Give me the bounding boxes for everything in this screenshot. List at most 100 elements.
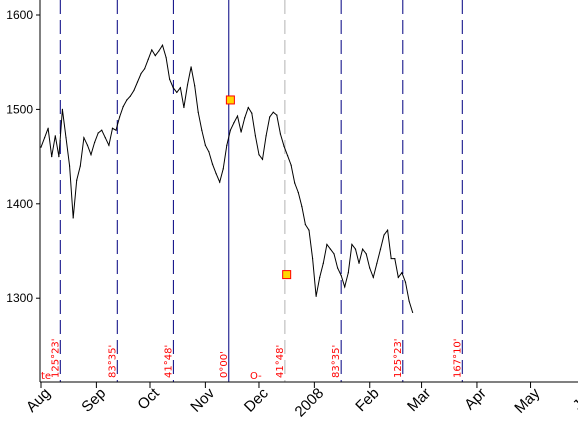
price-point [111,127,114,129]
price-point [383,234,385,236]
price-point [90,154,92,156]
price-point [190,66,192,68]
price-point [340,274,342,277]
price-point [365,253,367,255]
highlight-square [225,95,235,105]
price-point [104,137,106,139]
price-point [261,158,264,161]
marker-degree-label: 83°35' [107,345,118,378]
price-point [65,137,67,139]
price-point [229,129,231,131]
price-point [194,85,196,87]
price-point [169,78,171,80]
price-point [72,217,74,219]
price-point [254,135,256,137]
price-point [115,129,117,131]
price-point [290,164,292,166]
y-tick-label: 1600 [6,8,33,22]
price-point [376,262,378,264]
marker-degree-label: 167°10' [452,338,463,378]
highlight-layer [225,95,292,280]
marker-degree-label: 83°35' [331,345,342,378]
price-point [236,115,239,117]
price-point [108,144,110,146]
price-point [329,248,332,250]
price-point [140,72,142,75]
price-point [272,111,274,113]
price-point [208,151,210,153]
price-point [154,54,156,57]
y-tick-label: 1300 [6,291,33,305]
price-point [294,182,296,184]
partial-marker-label: O- [250,371,262,382]
price-point [351,243,353,245]
price-point [408,300,410,302]
marker-degree-label: 125°23' [393,338,404,378]
price-point [79,165,81,167]
price-point [269,116,271,118]
price-point [101,129,103,131]
price-point [119,116,121,118]
price-point [283,145,285,147]
highlight-square [282,270,292,280]
marker-degree-label: 41°48' [163,345,174,378]
price-point [387,229,389,231]
price-point [61,108,64,110]
price-point [333,253,335,255]
price-point [308,229,310,231]
price-point [172,87,174,89]
price-point [390,257,392,260]
price-point [211,163,214,165]
y-tick-label: 1400 [6,197,33,211]
price-point [301,206,303,208]
price-point [362,248,364,250]
price-point [354,248,357,250]
price-point [161,44,164,46]
price-point [186,84,189,86]
vertical-marker-layer [59,0,463,382]
partial-marker-label: te [41,371,51,382]
x-tick-label: Jun [570,385,578,414]
marker-degree-label: 0°00' [219,351,230,378]
price-point [47,127,49,129]
price-point [244,117,246,119]
price-point [240,131,242,133]
price-point [201,129,203,131]
price-point [158,50,160,52]
price-point [83,137,85,139]
price-point [126,99,128,101]
price-point [147,58,149,60]
price-point [204,144,206,146]
price-point [40,146,42,148]
price-point [129,95,131,97]
price-point [258,154,260,156]
price-point [251,112,253,114]
price-point [144,68,146,70]
price-point [369,267,371,269]
price-point [219,181,221,183]
y-tick-layer: 1300 1400 1500 1600 [6,8,40,305]
price-point [68,165,71,167]
price-point [58,156,60,158]
price-point [276,114,278,116]
price-point [94,141,96,144]
price-point [176,91,178,94]
price-point [86,144,89,146]
price-point [133,89,135,92]
price-point [183,106,185,109]
price-point [344,286,346,288]
price-point [336,267,339,269]
price-point [43,137,46,139]
price-point [54,135,56,137]
price-point [311,257,314,260]
price-point [165,56,167,59]
price-point [358,262,360,264]
price-point [222,168,224,170]
price-point [412,311,414,313]
price-point [347,272,349,274]
price-point [97,132,99,134]
price-point [319,276,321,279]
price-point [279,133,282,135]
price-point [315,295,317,297]
